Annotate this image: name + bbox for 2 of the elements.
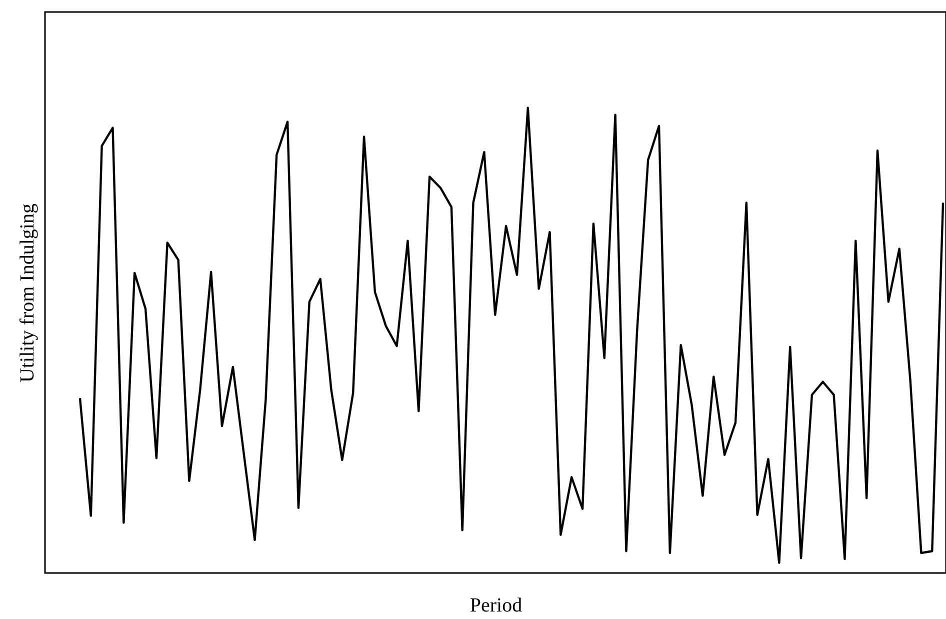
y-axis-title: Utility from Indulging xyxy=(16,204,38,382)
x-axis-title: Period xyxy=(470,594,522,616)
